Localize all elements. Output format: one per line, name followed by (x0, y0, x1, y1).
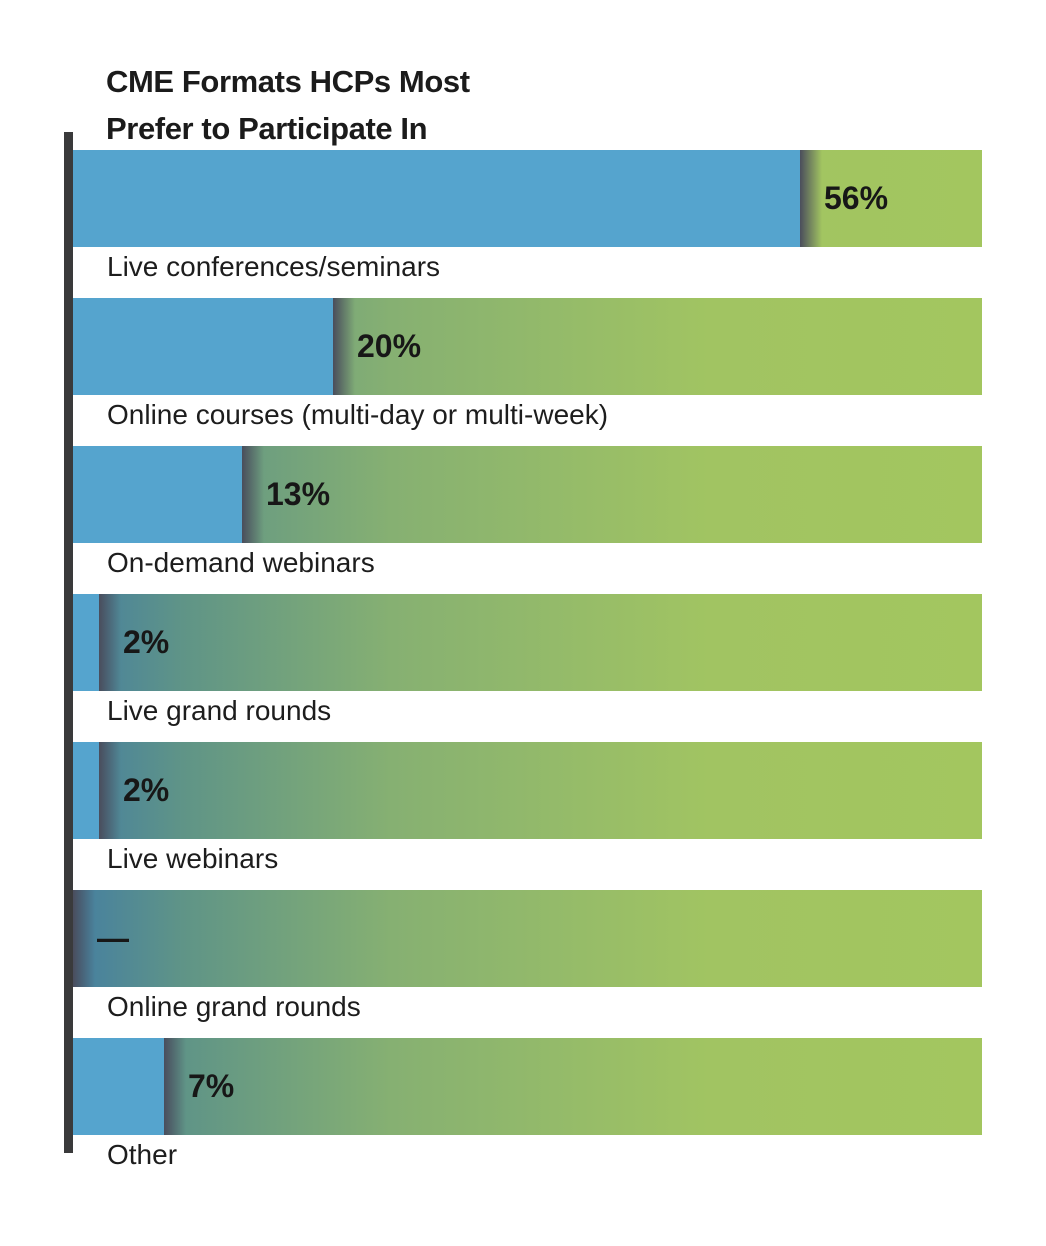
bar-edge (99, 594, 121, 691)
bar-row: 56% Live conferences/seminars (0, 150, 1046, 298)
category-label: Online courses (multi-day or multi-week) (107, 399, 609, 430)
value-label: 20% (357, 328, 422, 364)
bar (73, 742, 99, 839)
value-label: — (97, 920, 129, 956)
category-label: Live webinars (107, 843, 279, 874)
bar-row: 2% Live webinars (0, 742, 1046, 890)
bar-edge (242, 446, 264, 543)
value-label: 2% (123, 624, 170, 660)
bar (73, 1038, 164, 1135)
value-label: 56% (824, 180, 889, 216)
bar-track: 56% (73, 150, 982, 247)
bar-edge (164, 1038, 186, 1135)
bar-track: 2% (73, 742, 982, 839)
bar (73, 594, 99, 691)
value-label: 13% (266, 476, 331, 512)
bar-row: 13% On-demand webinars (0, 446, 1046, 594)
value-label: 7% (188, 1068, 235, 1104)
bar-edge (800, 150, 822, 247)
chart-title-line-1: CME Formats HCPs Most (106, 64, 470, 99)
bar-track: 20% (73, 298, 982, 395)
bar (73, 446, 242, 543)
bar-edge (333, 298, 355, 395)
bar-track: 2% (73, 594, 982, 691)
category-label: Online grand rounds (107, 991, 361, 1022)
category-label: On-demand webinars (107, 547, 375, 578)
bar-row: 2% Live grand rounds (0, 594, 1046, 742)
bar (73, 150, 800, 247)
category-label: Live grand rounds (107, 695, 332, 726)
bar-track: 13% (73, 446, 982, 543)
bar-track: 7% (73, 1038, 982, 1135)
bar-row: 7% Other (0, 1038, 1046, 1186)
value-label: 2% (123, 772, 170, 808)
bar-track: — (73, 890, 982, 987)
bar-row: 20% Online courses (multi-day or multi-we… (0, 298, 1046, 446)
chart-title: CME Formats HCPs Most Prefer to Particip… (106, 58, 470, 152)
bar-row: — Online grand rounds (0, 890, 1046, 1038)
axis-line (64, 132, 73, 1153)
bar-edge (99, 742, 121, 839)
category-label: Live conferences/seminars (107, 251, 441, 282)
chart-title-line-2: Prefer to Participate In (106, 111, 428, 146)
bar-edge (73, 890, 95, 987)
bar (73, 298, 333, 395)
category-label: Other (107, 1139, 178, 1170)
